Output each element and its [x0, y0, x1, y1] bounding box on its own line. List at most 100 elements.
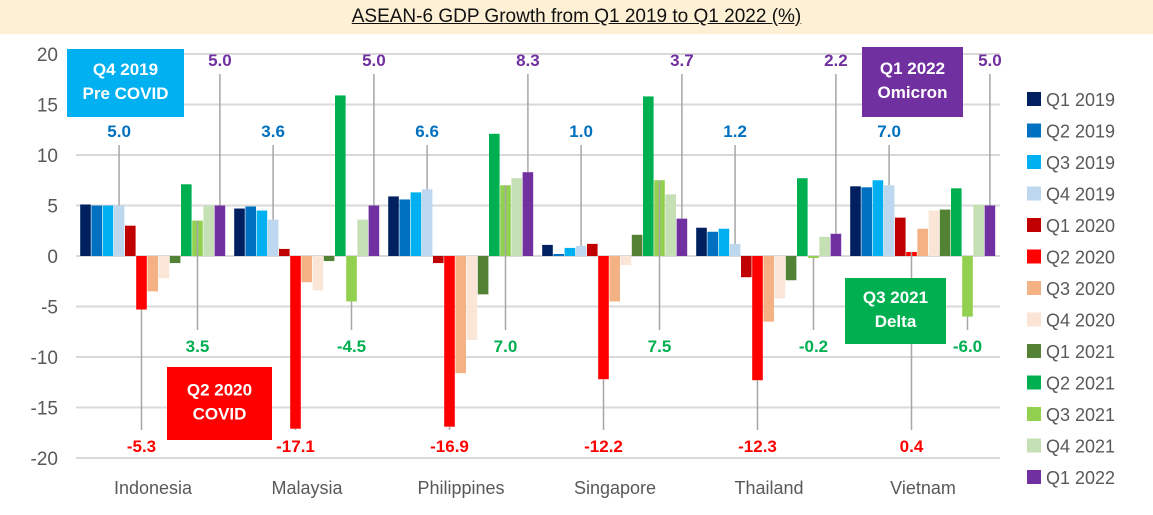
bar — [729, 243, 741, 256]
bar — [410, 192, 422, 256]
bar — [346, 256, 357, 302]
bar — [290, 256, 301, 429]
bar — [797, 178, 808, 256]
legend-item: Q4 2021 — [1027, 437, 1115, 457]
x-category-label: Singapore — [574, 478, 656, 498]
bar — [136, 256, 147, 310]
data-labels: 5.0 3.6 6.6 1.0 1.2 7.0 -5.3 -17.1 -16.9 -12.2 -12… — [107, 51, 1001, 456]
x-axis-categories: Indonesia Malaysia Philippines Singapore Tha… — [114, 478, 956, 498]
bar — [169, 256, 181, 264]
bar — [774, 256, 786, 299]
bar — [850, 186, 861, 256]
gridlines — [76, 53, 1000, 459]
annotation-background — [167, 367, 272, 440]
legend-item: Q2 2020 — [1027, 248, 1115, 268]
annotation-background — [862, 47, 963, 117]
bar — [158, 256, 170, 279]
bar — [808, 256, 819, 259]
annotations: Q4 2019 Pre COVID Q2 2020 COVID Q3 2021 Delta… — [67, 47, 963, 440]
bar — [553, 253, 564, 256]
bar — [147, 256, 158, 292]
data-label: -12.3 — [738, 437, 777, 456]
y-tick-label: -20 — [31, 449, 58, 470]
bar — [267, 219, 279, 256]
legend-item: Q3 2020 — [1027, 279, 1115, 299]
data-label: 1.2 — [723, 122, 747, 141]
annotation-text: Omicron — [878, 83, 948, 102]
legend-label: Q4 2019 — [1046, 185, 1115, 205]
data-label: 0.4 — [900, 437, 924, 456]
chart-title-bar: ASEAN-6 GDP Growth from Q1 2019 to Q1 20… — [0, 0, 1153, 34]
legend-item: Q2 2021 — [1027, 374, 1115, 394]
bar — [125, 225, 136, 256]
bar — [785, 256, 797, 281]
bar — [301, 256, 312, 283]
y-tick-label: -15 — [31, 399, 58, 420]
bar — [819, 236, 830, 256]
annotation-box: Q4 2019 Pre COVID — [67, 49, 184, 117]
legend-label: Q1 2022 — [1046, 468, 1115, 488]
bar — [973, 204, 984, 256]
bar — [455, 256, 466, 374]
data-label: 5.0 — [208, 51, 232, 70]
legend-label: Q2 2019 — [1046, 122, 1115, 142]
bar — [631, 234, 643, 256]
bar — [203, 205, 214, 256]
legend-item: Q1 2022 — [1027, 468, 1115, 488]
bar — [939, 209, 951, 256]
data-label: 7.0 — [494, 337, 518, 356]
data-label: 1.0 — [569, 122, 593, 141]
legend-item: Q3 2021 — [1027, 405, 1115, 425]
bar — [279, 248, 290, 256]
bar — [895, 217, 906, 256]
bar — [357, 219, 368, 256]
data-label: 5.0 — [107, 122, 131, 141]
bar — [830, 233, 842, 256]
legend-label: Q4 2021 — [1046, 437, 1115, 457]
bar — [444, 256, 455, 427]
legend-label: Q2 2021 — [1046, 374, 1115, 394]
x-category-label: Vietnam — [890, 478, 956, 498]
bar — [214, 205, 226, 256]
legend-label: Q1 2021 — [1046, 342, 1115, 362]
bar — [181, 184, 192, 256]
bar — [489, 133, 500, 256]
legend-label: Q4 2020 — [1046, 311, 1115, 331]
bar — [696, 227, 707, 256]
legend-swatch — [1027, 155, 1041, 169]
data-label: 5.0 — [362, 51, 386, 70]
annotation-text: Q4 2019 — [93, 60, 158, 79]
legend-swatch — [1027, 218, 1041, 232]
y-tick-label: -5 — [41, 298, 58, 319]
bar — [928, 210, 940, 256]
data-label: 3.7 — [670, 51, 694, 70]
bars — [80, 95, 996, 429]
legend-item: Q4 2019 — [1027, 185, 1115, 205]
x-category-label: Malaysia — [271, 478, 343, 498]
bar — [861, 187, 872, 256]
legend-item: Q1 2020 — [1027, 216, 1115, 236]
annotation-text: Pre COVID — [83, 84, 169, 103]
bar — [511, 178, 522, 256]
bar — [575, 245, 587, 256]
bar — [951, 188, 962, 256]
data-label: -4.5 — [337, 337, 366, 356]
legend-swatch — [1027, 123, 1041, 138]
annotation-text: Q1 2022 — [880, 59, 945, 78]
y-tick-label: 5 — [47, 197, 58, 218]
legend-swatch — [1027, 312, 1041, 327]
bar — [962, 256, 973, 317]
y-tick-label: 0 — [47, 247, 58, 268]
legend-swatch — [1027, 186, 1041, 201]
bar — [917, 228, 928, 256]
legend-item: Q2 2019 — [1027, 122, 1115, 142]
bar — [609, 256, 620, 302]
bar — [741, 256, 752, 278]
bar — [522, 172, 534, 256]
data-label: 5.0 — [978, 51, 1002, 70]
annotation-text: Q3 2021 — [863, 288, 928, 307]
annotation-background — [845, 278, 946, 344]
legend-item: Q3 2019 — [1027, 153, 1115, 173]
bar — [91, 205, 102, 256]
